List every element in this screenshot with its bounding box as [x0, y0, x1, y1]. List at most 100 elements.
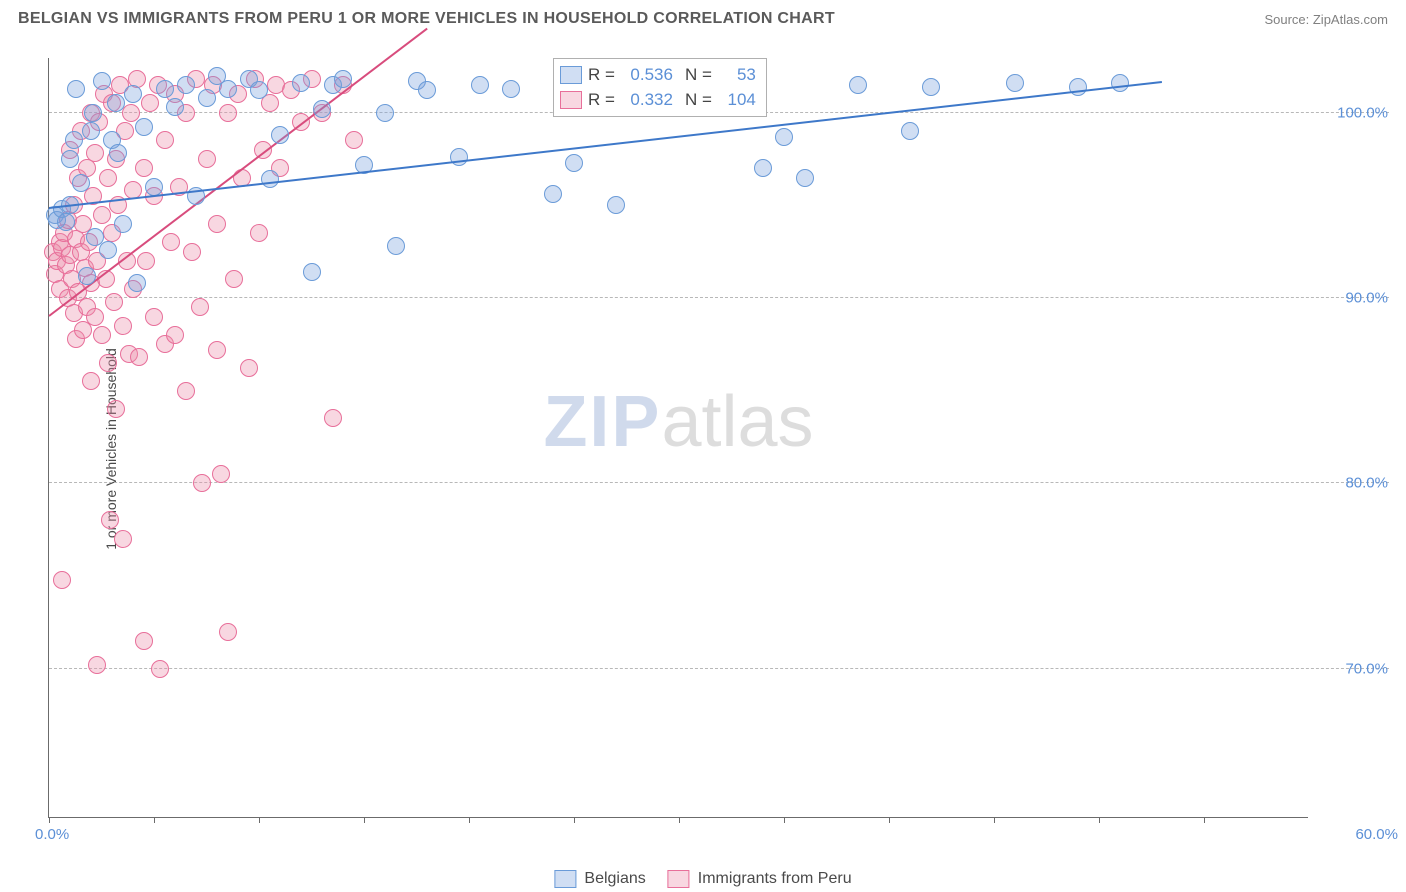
marker-peru [82, 372, 100, 390]
marker-peru [93, 326, 111, 344]
xtick [994, 817, 995, 823]
marker-belgians [271, 126, 289, 144]
stat-n-value-belgians: 53 [718, 63, 756, 88]
marker-peru [166, 326, 184, 344]
marker-peru [88, 656, 106, 674]
marker-belgians [82, 122, 100, 140]
marker-belgians [114, 215, 132, 233]
marker-belgians [250, 81, 268, 99]
marker-belgians [471, 76, 489, 94]
marker-peru [177, 382, 195, 400]
marker-peru [99, 354, 117, 372]
marker-peru [198, 150, 216, 168]
marker-belgians [376, 104, 394, 122]
marker-peru [137, 252, 155, 270]
marker-peru [219, 623, 237, 641]
stats-swatch-peru [560, 91, 582, 109]
marker-belgians [450, 148, 468, 166]
marker-peru [145, 308, 163, 326]
marker-peru [324, 409, 342, 427]
xtick [1099, 817, 1100, 823]
marker-peru [151, 660, 169, 678]
marker-belgians [334, 70, 352, 88]
xaxis-max-label: 60.0% [1355, 826, 1398, 843]
stat-r-label: R = [588, 88, 615, 113]
marker-peru [130, 348, 148, 366]
marker-belgians [67, 80, 85, 98]
xtick [784, 817, 785, 823]
marker-peru [114, 530, 132, 548]
marker-belgians [177, 76, 195, 94]
watermark-part2: atlas [661, 382, 813, 462]
marker-belgians [93, 72, 111, 90]
legend-label-belgians: Belgians [584, 870, 645, 888]
marker-belgians [65, 131, 83, 149]
header: BELGIAN VS IMMIGRANTS FROM PERU 1 OR MOR… [0, 0, 1406, 34]
xtick [364, 817, 365, 823]
legend-item-peru: Immigrants from Peru [668, 870, 852, 888]
marker-belgians [261, 170, 279, 188]
xtick [574, 817, 575, 823]
marker-belgians [1111, 74, 1129, 92]
marker-belgians [198, 89, 216, 107]
legend-item-belgians: Belgians [554, 870, 645, 888]
marker-peru [135, 159, 153, 177]
marker-belgians [922, 78, 940, 96]
marker-belgians [901, 122, 919, 140]
marker-belgians [84, 104, 102, 122]
marker-peru [53, 571, 71, 589]
marker-belgians [418, 81, 436, 99]
xtick [259, 817, 260, 823]
watermark: ZIPatlas [543, 381, 813, 463]
marker-belgians [303, 263, 321, 281]
marker-belgians [166, 98, 184, 116]
ytick-label: 80.0% [1318, 475, 1388, 492]
marker-peru [162, 233, 180, 251]
stat-r-value-belgians: 0.536 [621, 63, 673, 88]
stat-r-value-peru: 0.332 [621, 88, 673, 113]
marker-belgians [796, 169, 814, 187]
gridline-h [49, 482, 1389, 483]
marker-belgians [849, 76, 867, 94]
marker-belgians [99, 241, 117, 259]
marker-belgians [387, 237, 405, 255]
marker-belgians [607, 196, 625, 214]
marker-peru [86, 308, 104, 326]
xtick [679, 817, 680, 823]
marker-peru [193, 474, 211, 492]
marker-peru [101, 511, 119, 529]
marker-belgians [156, 80, 174, 98]
xtick [469, 817, 470, 823]
marker-belgians [313, 100, 331, 118]
marker-peru [208, 215, 226, 233]
source-attribution: Source: ZipAtlas.com [1264, 12, 1388, 27]
legend-swatch-belgians [554, 870, 576, 888]
stats-legend: R =0.536 N =53R =0.332 N =104 [553, 58, 767, 117]
watermark-part1: ZIP [543, 382, 661, 462]
marker-belgians [292, 74, 310, 92]
stat-n-label: N = [685, 88, 712, 113]
bottom-legend: Belgians Immigrants from Peru [554, 870, 851, 888]
ytick-label: 90.0% [1318, 289, 1388, 306]
marker-peru [219, 104, 237, 122]
gridline-h [49, 297, 1389, 298]
marker-belgians [72, 174, 90, 192]
marker-belgians [124, 85, 142, 103]
marker-peru [225, 270, 243, 288]
stat-n-label: N = [685, 63, 712, 88]
marker-peru [345, 131, 363, 149]
marker-belgians [78, 267, 96, 285]
stats-row-peru: R =0.332 N =104 [560, 88, 756, 113]
marker-peru [135, 632, 153, 650]
marker-belgians [135, 118, 153, 136]
marker-belgians [109, 144, 127, 162]
marker-peru [86, 144, 104, 162]
marker-peru [141, 94, 159, 112]
marker-peru [93, 206, 111, 224]
legend-label-peru: Immigrants from Peru [698, 870, 852, 888]
marker-belgians [219, 80, 237, 98]
marker-peru [208, 341, 226, 359]
marker-peru [105, 293, 123, 311]
marker-peru [183, 243, 201, 261]
marker-belgians [128, 274, 146, 292]
